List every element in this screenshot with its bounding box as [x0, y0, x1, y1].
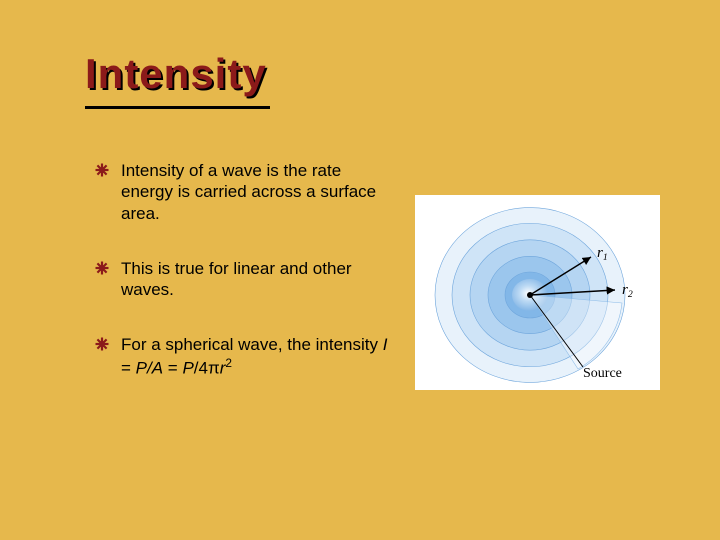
gear-icon [95, 261, 109, 275]
gear-icon [95, 163, 109, 177]
spherical-wave-diagram: Sourcer1r2 [415, 195, 660, 390]
bullet-text: This is true for linear and other waves. [121, 258, 395, 301]
bullet-list: Intensity of a wave is the rate energy i… [95, 160, 395, 412]
slide-title: Intensity [85, 50, 267, 98]
gear-icon [95, 337, 109, 351]
bullet-item: Intensity of a wave is the rate energy i… [95, 160, 395, 224]
title-underline [85, 106, 270, 109]
svg-text:r2: r2 [622, 282, 633, 300]
bullet-text: Intensity of a wave is the rate energy i… [121, 160, 395, 224]
bullet-text: For a spherical wave, the intensity I = … [121, 334, 395, 378]
bullet-item: For a spherical wave, the intensity I = … [95, 334, 395, 378]
bullet-item: This is true for linear and other waves. [95, 258, 395, 301]
svg-text:Source: Source [583, 366, 622, 381]
diagram-svg: Sourcer1r2 [415, 195, 660, 390]
